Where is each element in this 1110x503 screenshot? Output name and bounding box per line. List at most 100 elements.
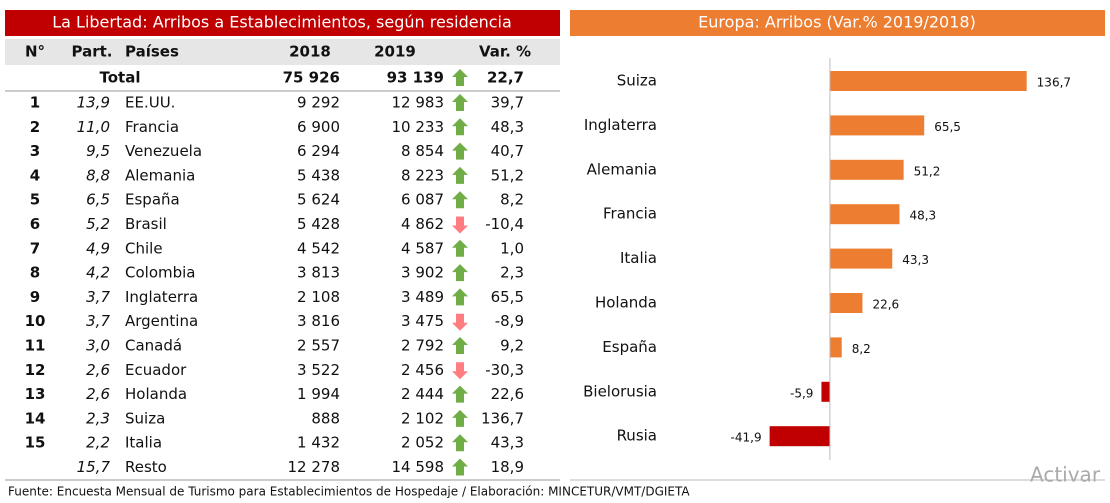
table-cell: Francia xyxy=(125,118,179,136)
watermark: Activar xyxy=(1030,463,1101,487)
bar xyxy=(829,293,863,313)
bar xyxy=(829,248,893,269)
header-cell: Part. xyxy=(72,43,113,61)
arrow-up xyxy=(452,409,468,427)
arrow-down xyxy=(452,313,468,331)
arrow-up xyxy=(452,458,468,476)
table-cell: España xyxy=(125,191,180,209)
table-cell: 48,3 xyxy=(491,118,524,136)
table-cell: 888 xyxy=(311,409,340,427)
arrow-up xyxy=(452,337,468,354)
table-cell: 136,7 xyxy=(481,409,524,427)
bar xyxy=(829,71,1027,91)
category-label: Bielorusia xyxy=(583,382,657,400)
table-cell: 4 542 xyxy=(297,239,340,257)
table-cell: 5 xyxy=(30,191,40,209)
table-cell: 3,0 xyxy=(86,337,110,355)
table-cell: 6 294 xyxy=(297,142,340,160)
header-cell: 2019 xyxy=(374,43,416,61)
table-cell: 15,7 xyxy=(77,458,111,476)
data-label: 51,2 xyxy=(914,164,941,178)
bar xyxy=(829,159,904,180)
arrow-down xyxy=(452,362,468,380)
header-cell: 2018 xyxy=(289,43,331,61)
table-cell: 8,8 xyxy=(86,166,110,184)
table-cell: -8,9 xyxy=(495,312,524,330)
table-cell: 9,2 xyxy=(500,337,524,355)
table-cell: 8 854 xyxy=(401,142,444,160)
category-label: Francia xyxy=(603,205,657,223)
table-cell: Venezuela xyxy=(125,142,202,160)
table-cell: 3 522 xyxy=(297,361,340,379)
table-cell: 13 xyxy=(25,385,46,403)
chart-title-bar xyxy=(570,10,1105,36)
table-cell: 5 624 xyxy=(297,191,340,209)
table-cell: 4 587 xyxy=(401,239,444,257)
table-cell: -30,3 xyxy=(485,361,524,379)
chart-title: Europa: Arribos (Var.% 2019/2018) xyxy=(698,13,976,32)
table-cell: 22,6 xyxy=(491,385,524,403)
table-cell: 13,9 xyxy=(77,94,110,112)
table-cell: 2 102 xyxy=(401,409,444,427)
data-label: 22,6 xyxy=(872,298,899,312)
table-cell: 6 087 xyxy=(401,191,444,209)
category-label: Alemania xyxy=(587,160,657,178)
table-cell: 1 994 xyxy=(297,385,340,403)
data-label: 48,3 xyxy=(909,209,936,223)
category-label: Holanda xyxy=(595,294,657,312)
table-cell: 40,7 xyxy=(491,142,524,160)
table-cell: Colombia xyxy=(125,264,196,282)
table-cell: 1 432 xyxy=(297,434,340,452)
table-cell: 65,5 xyxy=(491,288,524,306)
table-cell: 51,2 xyxy=(491,166,524,184)
table-cell: 12 983 xyxy=(392,94,445,112)
data-label: 43,3 xyxy=(902,253,929,267)
table-cell: 2 444 xyxy=(401,385,444,403)
table-cell: 2,3 xyxy=(86,409,110,427)
total-cell: 75 926 xyxy=(283,69,340,87)
table-cell: 5,2 xyxy=(86,215,110,233)
table-cell: Suiza xyxy=(125,409,165,427)
header-row xyxy=(5,39,560,65)
footer: Fuente: Encuesta Mensual de Turismo para… xyxy=(8,485,690,499)
arrow-up xyxy=(452,118,468,136)
arrow-up xyxy=(452,69,468,86)
table-cell: 3 489 xyxy=(401,288,444,306)
table-cell: Resto xyxy=(125,458,167,476)
table-cell: 2 792 xyxy=(401,337,444,355)
table-cell: 2 108 xyxy=(297,288,340,306)
data-label: 8,2 xyxy=(852,342,871,356)
data-label: -5,9 xyxy=(790,386,813,400)
table-cell: -10,4 xyxy=(485,215,524,233)
table-cell: 12 xyxy=(25,361,46,379)
category-label: Inglaterra xyxy=(584,116,657,134)
table-cell: 2 xyxy=(30,118,40,136)
table-cell: 11,0 xyxy=(77,118,110,136)
table-title-bar xyxy=(5,10,560,36)
table-cell: Holanda xyxy=(125,385,187,403)
table-cell: 8 xyxy=(30,264,40,282)
table-cell: 1,0 xyxy=(500,239,524,257)
table-cell: Inglaterra xyxy=(125,288,198,306)
table-cell: 12 278 xyxy=(288,458,341,476)
table-cell: 3 xyxy=(30,142,40,160)
table-cell: 11 xyxy=(25,337,46,355)
bar xyxy=(821,381,830,402)
arrow-up xyxy=(452,191,468,209)
arrow-up xyxy=(452,166,468,184)
arrow-up xyxy=(452,239,468,257)
table-cell: 5 428 xyxy=(297,215,340,233)
header-cell: Var. % xyxy=(479,43,531,61)
table-cell: 1 xyxy=(30,94,40,112)
data-label: 136,7 xyxy=(1037,76,1071,90)
table-cell: 8,2 xyxy=(500,191,524,209)
table-cell: Chile xyxy=(125,239,163,257)
header-cell: Países xyxy=(125,43,179,61)
category-label: Suiza xyxy=(617,72,657,90)
arrow-up xyxy=(452,142,468,160)
table-cell: 10 xyxy=(25,312,46,330)
table-cell: Alemania xyxy=(125,166,195,184)
table-cell: 15 xyxy=(25,434,46,452)
table-cell: 2,6 xyxy=(86,385,110,403)
table-cell: 14 xyxy=(25,409,46,427)
